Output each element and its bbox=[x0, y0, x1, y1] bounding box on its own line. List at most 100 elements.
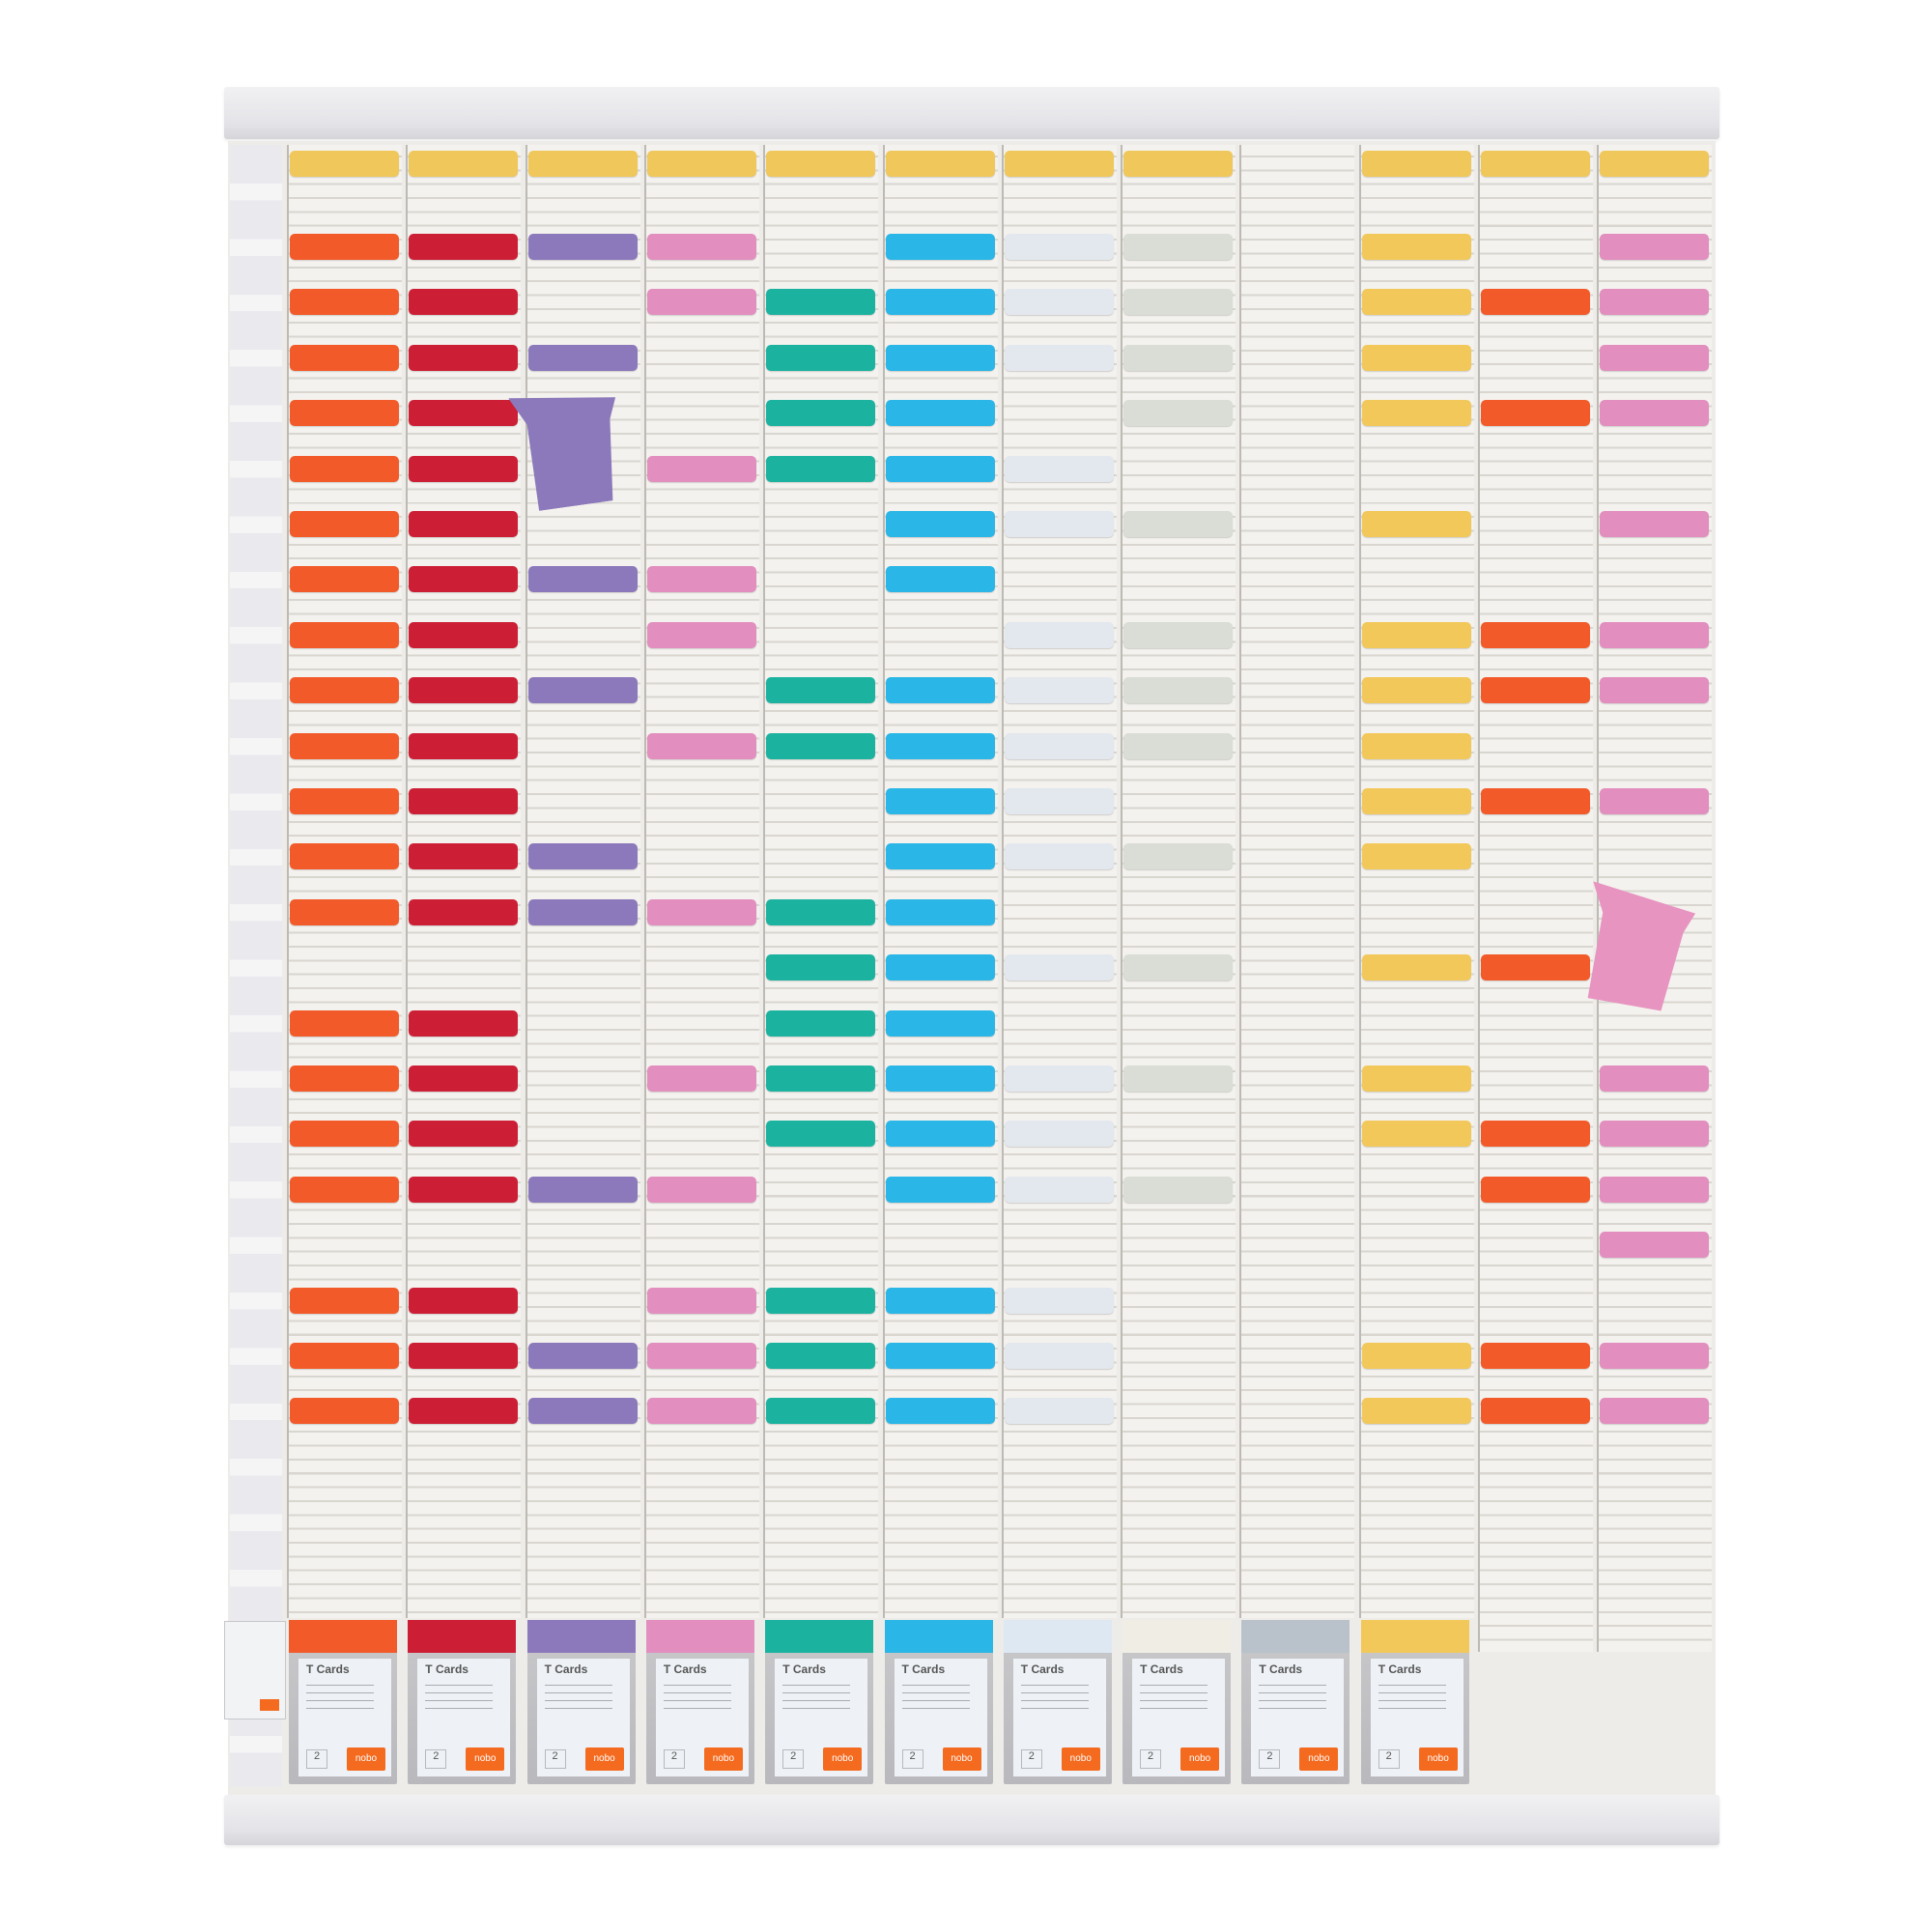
t-card[interactable] bbox=[290, 344, 399, 371]
t-card[interactable] bbox=[1361, 344, 1471, 371]
header-card[interactable] bbox=[646, 151, 756, 177]
t-card[interactable] bbox=[885, 455, 995, 482]
t-card[interactable] bbox=[766, 1287, 876, 1314]
t-card[interactable] bbox=[766, 344, 876, 371]
t-card[interactable] bbox=[1481, 1343, 1590, 1369]
t-card[interactable] bbox=[1361, 511, 1471, 537]
t-card[interactable] bbox=[1481, 954, 1590, 981]
t-card[interactable] bbox=[646, 1065, 756, 1092]
header-card[interactable] bbox=[290, 151, 399, 177]
t-card[interactable] bbox=[1004, 289, 1114, 316]
t-card[interactable] bbox=[1600, 677, 1710, 704]
t-card[interactable] bbox=[409, 1287, 519, 1314]
t-card[interactable] bbox=[1600, 344, 1710, 371]
t-card[interactable] bbox=[409, 511, 519, 537]
t-card[interactable] bbox=[1361, 732, 1471, 759]
t-card[interactable] bbox=[885, 1343, 995, 1369]
t-card[interactable] bbox=[1004, 1287, 1114, 1314]
t-card[interactable] bbox=[885, 511, 995, 537]
t-card[interactable] bbox=[885, 566, 995, 593]
t-card[interactable] bbox=[646, 1343, 756, 1369]
t-card[interactable] bbox=[885, 234, 995, 260]
t-card[interactable] bbox=[885, 954, 995, 981]
t-card[interactable] bbox=[1004, 677, 1114, 704]
t-card[interactable] bbox=[1361, 954, 1471, 981]
t-card[interactable] bbox=[409, 234, 519, 260]
header-card[interactable] bbox=[409, 151, 519, 177]
t-card[interactable] bbox=[766, 455, 876, 482]
t-card[interactable] bbox=[1361, 843, 1471, 870]
t-card[interactable] bbox=[1123, 621, 1234, 648]
t-card[interactable] bbox=[766, 732, 876, 759]
t-card[interactable] bbox=[646, 1398, 756, 1425]
t-card[interactable] bbox=[290, 511, 399, 537]
t-card[interactable] bbox=[1600, 234, 1710, 260]
t-card[interactable] bbox=[885, 400, 995, 427]
t-card[interactable] bbox=[766, 898, 876, 925]
t-card[interactable] bbox=[409, 566, 519, 593]
t-card[interactable] bbox=[646, 732, 756, 759]
t-card[interactable] bbox=[527, 234, 638, 260]
t-card[interactable] bbox=[290, 289, 399, 316]
t-card[interactable] bbox=[290, 621, 399, 648]
t-card[interactable] bbox=[766, 1009, 876, 1037]
t-card[interactable] bbox=[885, 1121, 995, 1148]
t-card[interactable] bbox=[766, 1343, 876, 1369]
t-card[interactable] bbox=[1004, 954, 1114, 981]
t-card[interactable] bbox=[409, 898, 519, 925]
t-card[interactable] bbox=[527, 843, 638, 870]
t-card[interactable] bbox=[1004, 1398, 1114, 1425]
t-card[interactable] bbox=[290, 1121, 399, 1148]
t-card[interactable] bbox=[885, 677, 995, 704]
t-card[interactable] bbox=[646, 234, 756, 260]
t-card[interactable] bbox=[527, 677, 638, 704]
t-card[interactable] bbox=[1361, 1343, 1471, 1369]
t-card[interactable] bbox=[1600, 1176, 1710, 1203]
t-card[interactable] bbox=[1123, 400, 1234, 427]
t-card[interactable] bbox=[766, 677, 876, 704]
t-card[interactable] bbox=[1004, 1343, 1114, 1369]
t-card[interactable] bbox=[409, 1343, 519, 1369]
t-card[interactable] bbox=[290, 234, 399, 260]
t-card[interactable] bbox=[290, 400, 399, 427]
t-card[interactable] bbox=[646, 621, 756, 648]
t-card[interactable] bbox=[766, 1065, 876, 1092]
t-card[interactable] bbox=[766, 1121, 876, 1148]
t-card[interactable] bbox=[527, 1398, 638, 1425]
t-card[interactable] bbox=[409, 677, 519, 704]
header-card[interactable] bbox=[1123, 151, 1234, 177]
t-card[interactable] bbox=[1600, 1121, 1710, 1148]
t-card[interactable] bbox=[885, 1287, 995, 1314]
t-card[interactable] bbox=[1123, 954, 1234, 981]
t-card[interactable] bbox=[1123, 511, 1234, 537]
t-card[interactable] bbox=[290, 566, 399, 593]
t-card[interactable] bbox=[1004, 455, 1114, 482]
t-card[interactable] bbox=[527, 344, 638, 371]
t-card[interactable] bbox=[885, 788, 995, 814]
t-card[interactable] bbox=[1123, 1176, 1234, 1203]
t-card[interactable] bbox=[885, 898, 995, 925]
t-card[interactable] bbox=[409, 621, 519, 648]
t-card[interactable] bbox=[1361, 234, 1471, 260]
t-card[interactable] bbox=[1004, 1121, 1114, 1148]
t-card[interactable] bbox=[885, 344, 995, 371]
t-card[interactable] bbox=[527, 1176, 638, 1203]
t-card[interactable] bbox=[766, 954, 876, 981]
t-card[interactable] bbox=[290, 1343, 399, 1369]
t-card[interactable] bbox=[1481, 677, 1590, 704]
t-card[interactable] bbox=[1600, 621, 1710, 648]
t-card[interactable] bbox=[1600, 400, 1710, 427]
t-card[interactable] bbox=[527, 1343, 638, 1369]
t-card[interactable] bbox=[1361, 1121, 1471, 1148]
header-card[interactable] bbox=[1361, 151, 1471, 177]
t-card[interactable] bbox=[1123, 234, 1234, 260]
t-card[interactable] bbox=[1004, 621, 1114, 648]
t-card[interactable] bbox=[766, 1398, 876, 1425]
header-card[interactable] bbox=[885, 151, 995, 177]
t-card[interactable] bbox=[1004, 843, 1114, 870]
t-card[interactable] bbox=[1123, 289, 1234, 316]
t-card[interactable] bbox=[409, 455, 519, 482]
t-card[interactable] bbox=[1481, 1121, 1590, 1148]
t-card[interactable] bbox=[646, 289, 756, 316]
t-card[interactable] bbox=[409, 843, 519, 870]
